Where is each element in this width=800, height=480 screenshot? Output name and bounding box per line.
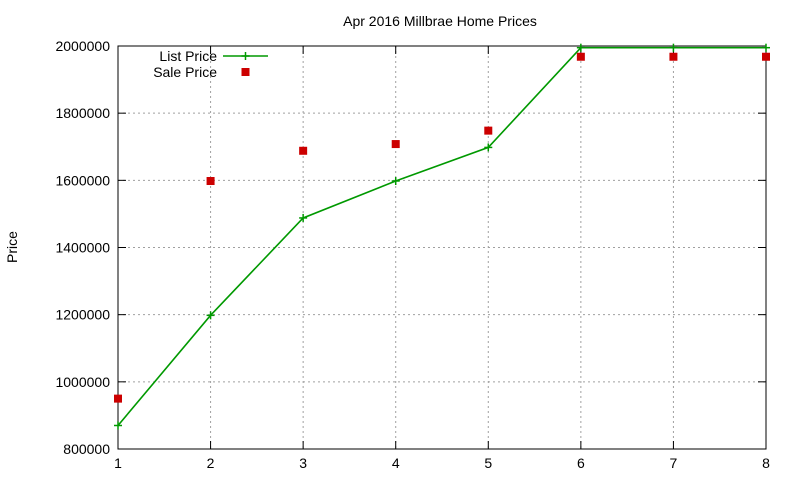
data-point: [669, 43, 678, 52]
x-tick-label: 7: [670, 455, 678, 471]
legend-entry: List Price: [159, 48, 268, 64]
data-point: [762, 43, 770, 52]
y-axis-label: Price: [4, 231, 20, 263]
x-tick-label: 5: [484, 455, 492, 471]
data-point: [391, 177, 400, 186]
chart-title: Apr 2016 Millbrae Home Prices: [343, 13, 537, 29]
x-tick-label: 2: [207, 455, 215, 471]
y-tick-label: 1600000: [55, 172, 110, 188]
y-tick-label: 1200000: [55, 307, 110, 323]
y-tick-label: 1000000: [55, 374, 110, 390]
data-point: [114, 394, 122, 403]
legend-label: Sale Price: [153, 64, 217, 80]
legend-marker: [241, 52, 250, 60]
data-point: [484, 143, 493, 152]
data-point: [114, 421, 122, 430]
data-point: [484, 126, 493, 135]
x-tick-label: 6: [577, 455, 585, 471]
series-line: [117, 46, 766, 427]
data-point: [206, 311, 215, 320]
series-sale-price: [114, 52, 770, 403]
y-tick-label: 1800000: [55, 105, 110, 121]
legend-entry: Sale Price: [153, 64, 250, 80]
data-point: [206, 177, 215, 186]
data-point: [669, 52, 678, 61]
axis-ticks: 800000 1000000 1200000 1400000 1600000 180000…: [55, 38, 770, 471]
legend-marker: [241, 68, 250, 76]
x-tick-label: 1: [114, 455, 122, 471]
legend-label: List Price: [159, 48, 217, 64]
data-point: [299, 146, 308, 155]
grid-lines: [118, 46, 766, 449]
data-point: [576, 52, 585, 61]
y-tick-label: 1400000: [55, 240, 110, 256]
plot-frame: [117, 45, 767, 450]
data-point: [391, 140, 400, 149]
x-tick-label: 4: [392, 455, 400, 471]
data-point: [299, 213, 308, 222]
plot-border: [117, 45, 767, 450]
data-point: [762, 52, 770, 61]
y-tick-label: 800000: [63, 441, 110, 457]
data-point: [576, 43, 585, 52]
x-tick-label: 8: [762, 455, 770, 471]
series-list-price: [114, 43, 770, 430]
y-tick-label: 2000000: [55, 38, 110, 54]
x-tick-label: 3: [299, 455, 307, 471]
series-layer: [114, 43, 770, 430]
